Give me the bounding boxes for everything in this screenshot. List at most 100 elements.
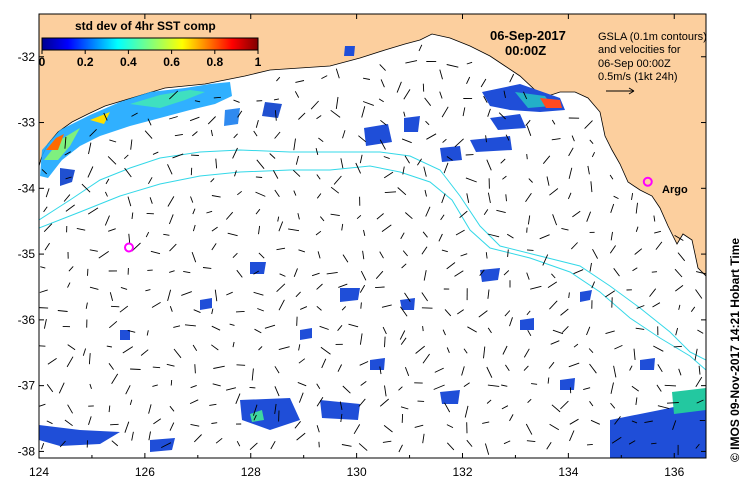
velocity-arrow xyxy=(146,330,149,336)
velocity-arrow xyxy=(58,382,65,394)
velocity-arrow xyxy=(573,343,579,348)
velocity-arrow xyxy=(609,245,616,254)
velocity-arrow xyxy=(68,266,74,272)
velocity-arrow xyxy=(405,60,418,64)
velocity-arrow xyxy=(657,364,663,373)
plot-frame xyxy=(38,13,707,459)
velocity-arrow xyxy=(362,101,374,106)
velocity-arrow xyxy=(166,363,175,367)
velocity-arrow xyxy=(43,206,48,213)
velocity-arrow xyxy=(109,139,117,143)
velocity-arrow xyxy=(359,333,363,345)
velocity-arrow xyxy=(274,110,277,121)
velocity-arrow xyxy=(355,162,362,174)
velocity-arrow xyxy=(614,416,621,425)
velocity-arrow xyxy=(610,402,616,409)
velocity-arrow xyxy=(526,125,532,136)
velocity-arrow xyxy=(167,164,173,175)
velocity-arrow xyxy=(375,286,385,289)
velocity-arrow xyxy=(46,420,53,425)
velocity-arrow xyxy=(310,100,319,110)
velocity-arrow xyxy=(190,384,197,389)
scale-arrow xyxy=(606,87,635,95)
velocity-arrow xyxy=(337,364,343,372)
velocity-arrow xyxy=(316,305,322,311)
velocity-arrow xyxy=(236,440,241,447)
velocity-arrow xyxy=(424,97,432,106)
velocity-arrow xyxy=(298,344,301,351)
velocity-arrow xyxy=(560,400,569,410)
velocity-arrow xyxy=(433,384,445,390)
velocity-arrow xyxy=(87,207,99,215)
velocity-arrow xyxy=(507,249,509,257)
velocity-arrow xyxy=(295,291,301,298)
velocity-arrow xyxy=(253,291,264,296)
velocity-arrow xyxy=(656,384,662,392)
velocity-arrow xyxy=(496,209,506,214)
velocity-arrow xyxy=(321,358,327,369)
velocity-arrow xyxy=(229,323,235,326)
velocity-arrow xyxy=(237,190,242,196)
velocity-arrow xyxy=(551,273,556,279)
velocity-arrow xyxy=(294,421,301,429)
velocity-arrow xyxy=(276,247,286,251)
velocity-arrow xyxy=(145,289,151,292)
velocity-arrow xyxy=(675,285,684,292)
velocity-arrow xyxy=(66,356,74,368)
velocity-arrow xyxy=(589,139,594,144)
velocity-arrow xyxy=(439,69,443,80)
velocity-arrow xyxy=(442,329,446,336)
velocity-arrow xyxy=(549,300,558,310)
velocity-arrow xyxy=(525,423,533,435)
velocity-arrow xyxy=(64,136,67,149)
velocity-arrow xyxy=(379,251,384,259)
x-tick-label: 126 xyxy=(135,465,155,479)
velocity-arrow xyxy=(89,128,97,137)
velocity-arrow xyxy=(88,416,92,425)
velocity-arrow xyxy=(695,289,703,299)
velocity-arrow xyxy=(341,444,352,447)
velocity-arrow xyxy=(375,270,384,279)
velocity-arrow xyxy=(106,345,112,348)
velocity-arrow xyxy=(418,44,423,52)
velocity-arrow xyxy=(211,243,217,251)
velocity-arrow xyxy=(628,440,636,445)
velocity-arrow xyxy=(446,442,455,451)
velocity-arrow xyxy=(67,344,76,351)
velocity-arrow xyxy=(479,269,485,276)
velocity-arrow xyxy=(104,191,108,197)
velocity-arrow xyxy=(316,174,321,180)
velocity-arrow xyxy=(330,213,340,217)
velocity-arrow xyxy=(547,377,550,384)
velocity-arrow xyxy=(253,414,257,421)
velocity-arrow xyxy=(402,166,405,175)
velocity-arrow xyxy=(610,382,614,394)
velocity-arrow xyxy=(211,226,218,232)
velocity-arrow xyxy=(446,347,450,353)
velocity-arrow xyxy=(111,440,119,447)
y-tick-label: -38 xyxy=(18,444,36,458)
velocity-arrow xyxy=(384,385,387,397)
x-tick-label: 130 xyxy=(347,465,367,479)
velocity-arrow xyxy=(65,204,75,212)
velocity-arrow xyxy=(509,414,514,422)
velocity-arrow xyxy=(211,422,218,424)
velocity-arrow xyxy=(486,366,493,378)
velocity-arrow xyxy=(340,158,344,169)
velocity-arrow xyxy=(363,77,370,80)
velocity-arrow xyxy=(253,270,260,275)
velocity-arrow xyxy=(379,398,389,407)
velocity-arrow xyxy=(255,119,259,128)
velocity-arrow xyxy=(571,135,575,142)
velocity-arrow xyxy=(614,344,623,350)
velocity-arrow xyxy=(631,385,639,392)
velocity-arrow xyxy=(211,195,221,198)
velocity-arrow xyxy=(506,233,514,239)
velocity-arrow xyxy=(211,344,219,351)
velocity-arrow xyxy=(335,68,340,79)
velocity-arrow xyxy=(384,336,386,348)
velocity-arrow xyxy=(144,130,153,139)
velocity-arrow xyxy=(234,170,237,177)
velocity-arrow xyxy=(298,358,306,364)
velocity-arrow xyxy=(587,165,590,175)
